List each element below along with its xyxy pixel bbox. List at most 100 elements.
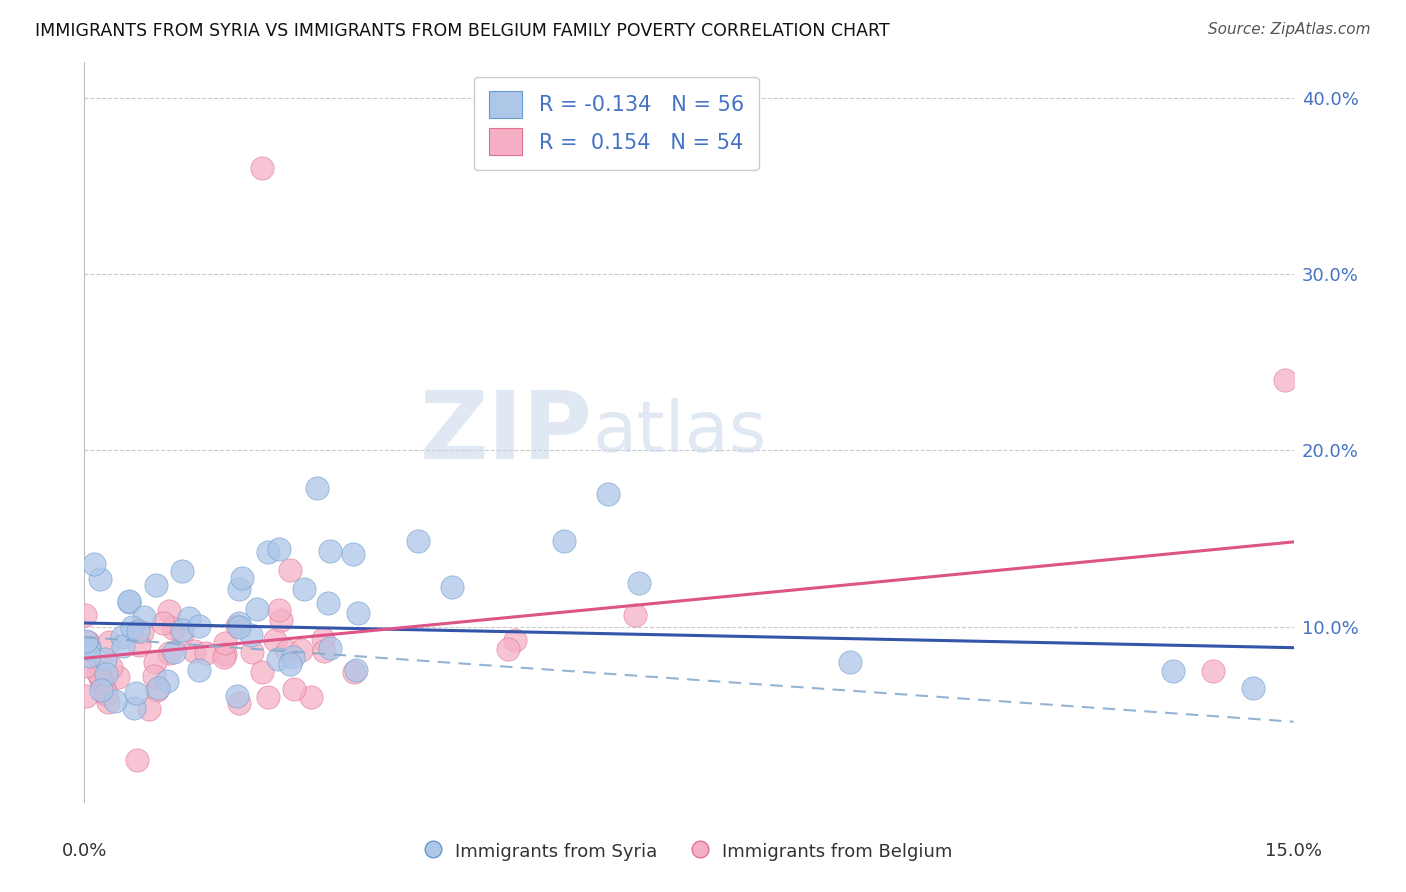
Point bbox=[76, 635, 98, 649]
Point bbox=[316, 596, 339, 610]
Point bbox=[77, 641, 100, 656]
Point bbox=[1161, 664, 1184, 678]
Point bbox=[112, 639, 135, 653]
Point bbox=[1202, 664, 1225, 678]
Point bbox=[121, 620, 143, 634]
Point bbox=[100, 659, 122, 673]
Point bbox=[225, 619, 247, 633]
Point bbox=[97, 695, 120, 709]
Point bbox=[188, 619, 211, 633]
Point bbox=[598, 487, 620, 501]
Point bbox=[292, 582, 315, 596]
Point bbox=[319, 641, 342, 656]
Point bbox=[75, 634, 97, 648]
Point bbox=[87, 665, 110, 680]
Point bbox=[96, 666, 118, 681]
Point bbox=[267, 603, 290, 617]
Point bbox=[143, 656, 166, 670]
Point bbox=[132, 610, 155, 624]
Text: 0.0%: 0.0% bbox=[62, 841, 107, 860]
Point bbox=[90, 673, 112, 687]
Text: ZIP: ZIP bbox=[419, 386, 592, 479]
Point bbox=[156, 674, 179, 689]
Point bbox=[89, 572, 111, 586]
Point bbox=[231, 571, 253, 585]
Point bbox=[839, 655, 862, 669]
Point bbox=[267, 541, 290, 556]
Point bbox=[257, 545, 280, 559]
Point bbox=[157, 604, 180, 618]
Text: IMMIGRANTS FROM SYRIA VS IMMIGRANTS FROM BELGIUM FAMILY POVERTY CORRELATION CHAR: IMMIGRANTS FROM SYRIA VS IMMIGRANTS FROM… bbox=[35, 22, 890, 40]
Point bbox=[505, 632, 527, 647]
Point bbox=[110, 630, 132, 644]
Point bbox=[188, 663, 211, 677]
Point bbox=[90, 682, 112, 697]
Point bbox=[228, 696, 250, 710]
Text: Source: ZipAtlas.com: Source: ZipAtlas.com bbox=[1208, 22, 1371, 37]
Point bbox=[138, 702, 160, 716]
Point bbox=[242, 645, 264, 659]
Point bbox=[406, 533, 429, 548]
Point bbox=[98, 634, 121, 648]
Point bbox=[312, 632, 335, 647]
Point bbox=[281, 649, 304, 664]
Point bbox=[257, 690, 280, 704]
Point bbox=[319, 544, 342, 558]
Point bbox=[1241, 681, 1264, 696]
Point bbox=[228, 582, 250, 596]
Point bbox=[162, 621, 184, 635]
Point bbox=[278, 563, 301, 577]
Point bbox=[342, 547, 364, 561]
Point bbox=[93, 681, 115, 695]
Point bbox=[299, 690, 322, 704]
Point bbox=[77, 649, 100, 664]
Point bbox=[283, 682, 305, 697]
Point bbox=[250, 161, 273, 176]
Point bbox=[157, 646, 180, 660]
Point bbox=[343, 665, 366, 680]
Point bbox=[276, 644, 298, 658]
Point bbox=[214, 647, 236, 661]
Point bbox=[212, 650, 235, 665]
Point bbox=[79, 640, 101, 655]
Point bbox=[152, 615, 174, 630]
Point bbox=[75, 659, 97, 673]
Point bbox=[118, 595, 141, 609]
Point bbox=[278, 657, 301, 671]
Point bbox=[228, 620, 250, 634]
Point bbox=[124, 685, 146, 699]
Point bbox=[94, 686, 117, 700]
Point bbox=[128, 638, 150, 652]
Point bbox=[104, 694, 127, 708]
Point bbox=[127, 624, 149, 638]
Point bbox=[83, 557, 105, 571]
Point bbox=[624, 607, 647, 622]
Point bbox=[195, 646, 218, 660]
Legend: Immigrants from Syria, Immigrants from Belgium: Immigrants from Syria, Immigrants from B… bbox=[419, 834, 959, 868]
Text: atlas: atlas bbox=[592, 398, 766, 467]
Point bbox=[170, 564, 193, 578]
Point bbox=[146, 681, 169, 695]
Point bbox=[172, 627, 194, 641]
Point bbox=[627, 576, 650, 591]
Point bbox=[270, 613, 292, 627]
Point bbox=[225, 689, 247, 703]
Point bbox=[496, 642, 519, 657]
Point bbox=[250, 665, 273, 679]
Point bbox=[170, 623, 193, 637]
Point bbox=[441, 580, 464, 594]
Point bbox=[214, 636, 236, 650]
Point bbox=[1274, 373, 1296, 387]
Point bbox=[131, 625, 153, 640]
Point bbox=[312, 644, 335, 658]
Point bbox=[118, 594, 141, 608]
Point bbox=[179, 611, 201, 625]
Point bbox=[89, 670, 111, 684]
Point bbox=[305, 481, 328, 495]
Point bbox=[183, 643, 205, 657]
Point bbox=[122, 701, 145, 715]
Point bbox=[240, 627, 263, 641]
Point bbox=[163, 645, 186, 659]
Point bbox=[73, 607, 96, 622]
Text: 15.0%: 15.0% bbox=[1265, 841, 1322, 860]
